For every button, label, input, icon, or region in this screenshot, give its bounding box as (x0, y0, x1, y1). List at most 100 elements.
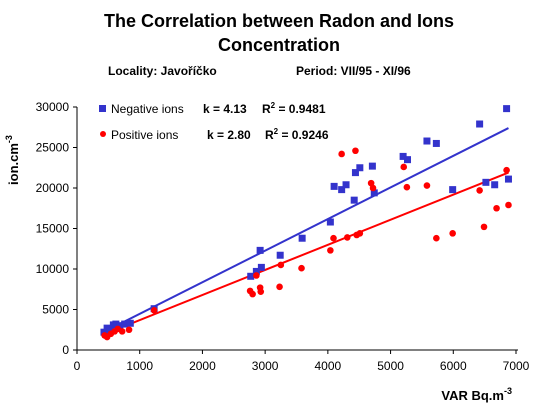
series-negative-ions (100, 105, 512, 336)
legend-r2-negative-r: R (262, 102, 271, 116)
trendlines (102, 127, 509, 336)
data-point-positive (257, 288, 265, 295)
legend-r2-negative-sup: 2 (271, 101, 276, 110)
legend-k-positive: k = 2.80 (207, 128, 251, 142)
y-tick-label: 15000 (36, 222, 70, 236)
legend-r2-positive-r: R (265, 128, 274, 142)
data-point-positive (400, 163, 408, 171)
data-point-negative (252, 267, 260, 275)
data-point-positive (125, 326, 133, 334)
y-tick-label: 20000 (36, 181, 70, 195)
data-point-negative (100, 328, 108, 336)
data-point-negative (116, 322, 124, 330)
data-point-negative (126, 319, 134, 327)
series-positive-ions (101, 147, 512, 341)
data-point-negative (276, 251, 284, 259)
data-point-positive (493, 204, 500, 212)
data-point-negative (256, 246, 264, 254)
data-point-positive (480, 223, 488, 231)
data-point-positive (118, 328, 126, 335)
data-point-negative (247, 272, 255, 280)
legend: Negative ions k = 4.13 R2 = 0.9481 Posit… (99, 101, 329, 142)
legend-r2-negative-val: = 0.9481 (275, 102, 326, 116)
data-point-negative (370, 189, 378, 197)
data-point-negative (342, 181, 350, 189)
data-point-positive (503, 166, 510, 174)
axes (76, 107, 518, 351)
data-point-negative (368, 162, 376, 170)
data-point-positive (298, 264, 305, 272)
data-point-positive (433, 234, 440, 242)
x-tick-label: 6000 (440, 359, 467, 373)
legend-r2-positive-sup: 2 (274, 127, 279, 136)
data-point-negative (330, 182, 338, 190)
x-axis-label: VAR Bq.m-3 (441, 386, 512, 403)
data-point-positive (253, 272, 260, 279)
y-tick-label: 25000 (36, 141, 70, 155)
data-point-negative (504, 175, 512, 183)
y-axis-label-text: ion.cm (6, 143, 21, 185)
x-tick-label: 7000 (503, 359, 530, 373)
data-point-positive (356, 230, 364, 237)
data-point-negative (106, 326, 114, 334)
legend-r2-positive-val: = 0.9246 (278, 128, 329, 142)
data-point-positive (403, 183, 411, 191)
data-point-negative (503, 105, 511, 113)
data-point-negative (399, 152, 407, 160)
data-point-negative (476, 120, 484, 128)
legend-r2-positive: R2 = 0.9246 (265, 127, 329, 142)
data-point-negative (404, 156, 412, 164)
data-point-positive (150, 307, 158, 314)
locality-label: Locality: Javoříčko (108, 64, 217, 78)
data-point-negative (449, 186, 457, 194)
data-point-positive (327, 247, 334, 254)
x-tick-label: 2000 (189, 359, 216, 373)
data-point-negative (351, 169, 359, 177)
x-tick-label: 4000 (315, 359, 342, 373)
data-point-negative (326, 218, 334, 226)
data-point-positive (423, 182, 431, 189)
x-tick-label: 5000 (377, 359, 404, 373)
period-label: Period: VII/95 - XI/96 (296, 64, 411, 78)
legend-marker-positive (100, 131, 106, 137)
data-point-positive (338, 150, 345, 158)
y-ticks: 0 5000 10000 15000 20000 25000 30000 (36, 100, 77, 357)
data-point-positive (449, 230, 456, 237)
chart-title-line2: Concentration (218, 35, 340, 55)
x-tick-label: 1000 (126, 359, 153, 373)
trendline-negative-ions (102, 127, 509, 334)
data-point-negative (350, 196, 358, 204)
chart-title-line1: The Correlation between Radon and Ions (104, 11, 454, 31)
x-axis-label-sup: -3 (504, 386, 512, 396)
x-tick-label: 0 (74, 359, 81, 373)
data-point-negative (356, 164, 364, 172)
y-tick-label: 30000 (36, 100, 70, 114)
data-point-negative (112, 320, 120, 328)
data-point-positive (343, 234, 351, 241)
data-point-positive (352, 147, 359, 155)
x-ticks: 0 1000 2000 3000 4000 5000 6000 7000 (74, 350, 530, 373)
y-tick-label: 0 (62, 343, 69, 357)
y-tick-label: 10000 (36, 262, 70, 276)
data-point-negative (491, 181, 499, 189)
data-point-positive (505, 201, 512, 209)
x-axis-label-text: VAR Bq.m (441, 388, 504, 403)
data-point-negative (482, 178, 490, 186)
data-point-positive (476, 187, 483, 194)
data-point-negative (338, 186, 346, 194)
legend-marker-negative (99, 105, 106, 112)
data-point-negative (432, 139, 440, 147)
y-axis-label: ion.cm-3 (4, 135, 21, 185)
data-point-positive (249, 290, 256, 298)
data-point-positive (330, 234, 337, 242)
data-point-negative (423, 137, 431, 145)
data-point-positive (277, 261, 285, 269)
y-axis-label-sup: -3 (4, 135, 14, 143)
y-tick-label: 5000 (42, 303, 69, 317)
legend-k-negative: k = 4.13 (203, 102, 247, 116)
data-point-negative (298, 234, 306, 242)
legend-r2-negative: R2 = 0.9481 (262, 101, 326, 116)
data-point-positive (276, 283, 283, 291)
legend-label-negative: Negative ions (111, 102, 184, 116)
